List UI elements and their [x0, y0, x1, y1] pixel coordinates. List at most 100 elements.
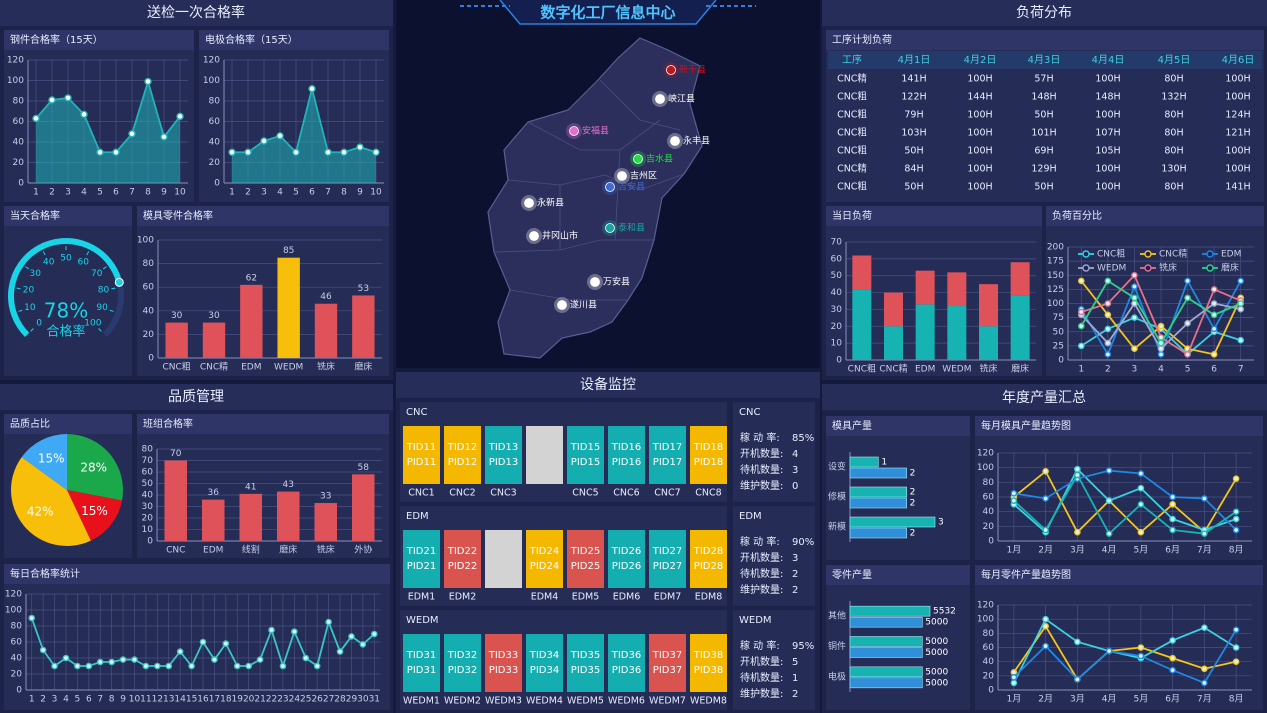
point — [128, 130, 136, 138]
table-cell: 100H — [1225, 74, 1250, 85]
y-tick-label: 60 — [983, 643, 995, 653]
data-label: 5532 — [933, 607, 956, 617]
point — [1105, 467, 1113, 474]
point — [1042, 468, 1049, 475]
x-tick-label: 7 — [325, 188, 331, 198]
stat-value: 90% — [792, 537, 814, 548]
x-tick-label: 19 — [232, 695, 244, 705]
panel — [975, 416, 1263, 560]
y-tick-label: 0 — [988, 686, 994, 696]
place-label: 峡江县 — [668, 93, 695, 105]
legend-label: WEDM — [1097, 264, 1126, 274]
y-tick-label: 60 — [209, 117, 221, 127]
point — [154, 662, 161, 670]
gauge-caption: 合格率 — [46, 324, 85, 340]
x-tick-label: CNC — [166, 546, 185, 556]
y-tick-label: 50 — [831, 271, 843, 281]
point — [188, 662, 195, 670]
point — [1105, 647, 1113, 655]
y-tick-label: 70 — [142, 456, 154, 466]
panel-title-bar — [199, 30, 389, 50]
point — [1210, 325, 1218, 333]
point — [1157, 351, 1165, 358]
bar — [947, 272, 967, 307]
machine-tile — [526, 530, 563, 588]
machine-tid: TID37 — [652, 650, 682, 661]
machine-tile — [567, 426, 604, 484]
stat-label: 稼 动 率: — [740, 535, 780, 548]
table-cell: 100H — [1225, 92, 1250, 103]
x-tick-label: 3 — [261, 188, 267, 198]
machine-name: EDM5 — [572, 592, 600, 603]
section-title: 负荷分布 — [1016, 5, 1072, 21]
x-tick-label: 1月 — [1007, 694, 1022, 705]
point — [74, 662, 81, 670]
table-cell: 148H — [1095, 92, 1120, 103]
table-header: 4月3日 — [1028, 54, 1061, 66]
bar — [979, 326, 998, 360]
section-header — [0, 0, 393, 26]
y-tick-label: 40 — [143, 306, 155, 316]
point — [279, 662, 287, 670]
gauge-tick — [109, 309, 114, 312]
data-label: 2 — [910, 499, 916, 509]
machine-name: WEDM4 — [526, 696, 563, 707]
point — [1074, 471, 1081, 479]
stat-label: 待机数量: — [740, 671, 783, 684]
x-tick-label: EDM — [203, 546, 223, 556]
table-cell: 148H — [1031, 92, 1056, 103]
gauge-value-label: 78% — [44, 299, 88, 323]
panel-title: 品质占比 — [10, 417, 50, 430]
stat-label: 待机数量: — [740, 463, 783, 476]
point — [245, 662, 252, 670]
machine-name: WEDM7 — [649, 696, 686, 707]
place-label: 永新县 — [537, 197, 564, 209]
panel-title-bar — [826, 206, 1042, 226]
point — [1077, 277, 1085, 285]
machine-pid: PID27 — [653, 561, 682, 572]
bar — [849, 467, 907, 479]
point — [1010, 490, 1018, 497]
gauge-tick-label: 40 — [43, 258, 55, 268]
point — [1074, 465, 1081, 473]
point — [268, 626, 275, 634]
pie-label: 15% — [38, 452, 65, 466]
place-label: 井冈山市 — [542, 230, 578, 242]
table-cell: 100H — [967, 110, 992, 121]
place-label: 万安县 — [603, 276, 630, 288]
bar — [165, 322, 188, 358]
y-tick-label: 0 — [18, 179, 24, 189]
y-tick-label: 175 — [1047, 257, 1064, 267]
machine-tid: TID26 — [611, 546, 641, 557]
point — [1157, 322, 1165, 330]
y-tick-label: 40 — [209, 138, 221, 148]
x-tick-label: 9 — [161, 188, 167, 198]
point — [1042, 495, 1049, 502]
y-tick-label: 80 — [11, 622, 23, 632]
stat-value: 4 — [792, 449, 798, 460]
panel — [975, 565, 1263, 710]
table-cell: 100H — [967, 74, 992, 85]
point — [292, 148, 300, 156]
machine-pid: PID28 — [694, 561, 723, 572]
y-tick-label: 40 — [983, 507, 995, 517]
x-tick-label: 29 — [346, 695, 358, 705]
gauge-tick-label: 50 — [60, 254, 72, 264]
section-header — [0, 384, 393, 410]
y-tick-label: 100 — [203, 76, 220, 86]
panel-title: 当日负荷 — [832, 209, 872, 222]
point — [1237, 300, 1245, 307]
machine-pid: PID32 — [448, 665, 477, 676]
stats-panel — [733, 610, 815, 710]
x-tick-label: 8 — [145, 188, 151, 198]
machine-tile — [649, 426, 686, 484]
panel-title: 电极合格率（15天） — [205, 33, 298, 46]
y-tick-label: 40 — [831, 288, 843, 298]
stat-label: 开机数量: — [740, 551, 783, 564]
x-tick-label: 21 — [254, 695, 265, 705]
gauge-tick-label: 60 — [78, 258, 90, 268]
point — [260, 137, 268, 145]
point — [1232, 526, 1240, 534]
point — [1131, 345, 1138, 353]
bar — [277, 257, 300, 358]
